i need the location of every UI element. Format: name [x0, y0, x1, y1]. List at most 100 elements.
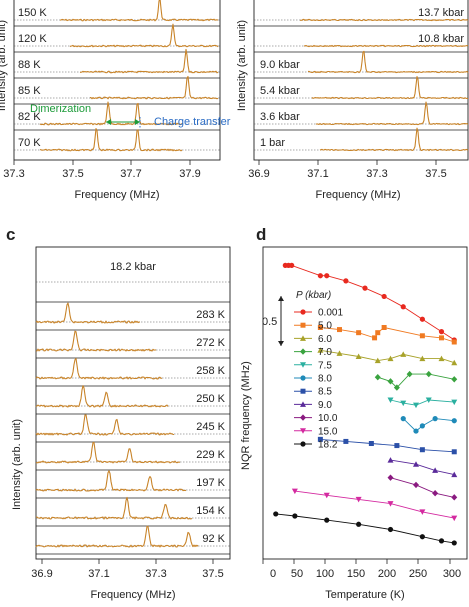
legend-marker	[300, 388, 306, 394]
panel-a-ylabel: Intensity (arb. unit)	[0, 20, 8, 111]
spectrum-trace	[90, 75, 219, 100]
panel-d-xtick: 150	[347, 568, 365, 580]
charge-transfer-annotation: Charge transfer	[139, 116, 231, 129]
legend-marker	[300, 348, 306, 355]
panel-c-xtick: 37.5	[202, 568, 223, 580]
data-point	[387, 355, 394, 362]
trace-label: 250 K	[196, 393, 225, 405]
trace-label: 92 K	[202, 533, 225, 545]
panel-b-frame	[253, 0, 469, 161]
panel-d-xtick: 200	[378, 568, 396, 580]
trace-label: 197 K	[196, 477, 225, 489]
spectrum-trace	[319, 127, 469, 152]
panel-d-ylabel: NQR frequency (MHz)	[240, 361, 252, 470]
data-point	[451, 359, 458, 366]
trace-label: 283 K	[196, 309, 225, 321]
panel-c-frame	[35, 246, 231, 560]
legend-entry: 7.0	[318, 347, 332, 358]
spectrum-trace	[36, 441, 181, 464]
data-point	[374, 374, 381, 381]
dimerization-label: Dimerization	[30, 103, 91, 115]
panel-a-xticks: 37.3 37.5 37.7 37.9	[3, 160, 201, 180]
spectrum-trace	[35, 330, 157, 352]
data-point	[419, 423, 425, 429]
panel-d-xtick: 250	[409, 568, 427, 580]
spectrum-trace	[299, 18, 469, 22]
spectrum-trace	[304, 44, 469, 48]
panel-c-xtick: 37.3	[145, 568, 166, 580]
trace-label: 70 K	[18, 137, 41, 149]
panel-d-frame	[262, 246, 468, 560]
data-point	[400, 400, 407, 407]
panel-d-series	[273, 262, 458, 546]
panel-a-traces: 150 K 120 K 88 K 85 K 82 K 70 K	[14, 0, 220, 152]
legend-marker	[300, 401, 306, 407]
trace-label: 229 K	[196, 449, 225, 461]
scale-bar: 0.5	[262, 296, 284, 346]
data-point	[451, 376, 458, 383]
data-point	[451, 494, 458, 501]
legend-marker	[300, 309, 306, 315]
spectrum-trace	[59, 0, 219, 22]
spectrum-trace	[35, 414, 174, 436]
data-point	[375, 330, 381, 336]
panel-b-ylabel: Intensity (arb. unit)	[236, 20, 248, 111]
panel-b-xticks: 36.9 37.1 37.3 37.5	[248, 160, 447, 180]
data-point	[374, 357, 381, 364]
data-point	[355, 496, 362, 503]
trace-label: 9.0 kbar	[260, 59, 300, 71]
data-point	[432, 490, 439, 497]
panel-b-xtick: 36.9	[248, 168, 269, 180]
legend-entry: 7.5	[318, 360, 332, 371]
panel-d-xtick: 300	[443, 568, 461, 580]
trace-label: 82 K	[18, 111, 41, 123]
data-point	[387, 474, 394, 481]
panel-d-xlabel: Temperature (K)	[325, 589, 404, 601]
series-line-10.0	[390, 477, 455, 498]
data-point	[413, 461, 419, 467]
data-point	[292, 513, 298, 519]
data-point	[356, 521, 362, 527]
panel-a-frame	[13, 0, 221, 161]
series-line-6.0	[320, 349, 455, 364]
legend-entry: 8.0	[318, 374, 332, 385]
legend-marker	[300, 375, 306, 381]
data-point	[438, 538, 445, 544]
data-point	[317, 273, 323, 279]
legend-entry: 18.2	[318, 440, 338, 451]
trace-label: 88 K	[18, 59, 41, 71]
data-point	[387, 457, 394, 463]
data-point	[451, 471, 458, 478]
legend-marker	[300, 322, 306, 328]
data-point	[451, 399, 458, 406]
panel-c: c 18.2 kbar 283 K 272 K 258 K 250 K 245 K 229…	[6, 225, 231, 601]
series-line-9.0	[390, 459, 455, 476]
data-point	[387, 397, 394, 403]
legend-marker	[300, 414, 306, 421]
data-point	[356, 330, 362, 336]
data-point	[451, 339, 457, 345]
data-point	[451, 418, 457, 424]
panel-a-xtick: 37.3	[3, 168, 24, 180]
data-point	[413, 481, 419, 489]
data-point	[400, 416, 406, 422]
trace-label: 3.6 kbar	[260, 111, 300, 123]
data-point	[355, 353, 362, 359]
panel-c-xticks: 36.9 37.1 37.3 37.5	[31, 559, 224, 580]
panel-d-xticks: 0 50 100 150 200 250 300	[262, 559, 461, 580]
data-point	[400, 351, 407, 357]
spectrum-trace	[35, 525, 199, 548]
trace-label: 13.7 kbar	[418, 7, 464, 19]
panel-d-xtick: 50	[291, 568, 303, 580]
series-line-15.0	[294, 490, 455, 519]
spectrum-trace	[35, 385, 169, 408]
panel-d-legend: P (kbar) 0.001 5.0 6.0 7.0 7.5 8.0 8.5 9.0 10.0 1…	[294, 290, 343, 451]
trace-label: 85 K	[18, 85, 41, 97]
legend-entry: 9.0	[318, 400, 332, 411]
data-point	[387, 526, 394, 533]
data-point	[419, 447, 425, 453]
data-point	[432, 467, 439, 473]
spectrum-trace	[308, 50, 469, 74]
panel-b-traces: 13.7 kbar 10.8 kbar 9.0 kbar 5.4 kbar 3.6 kb…	[254, 7, 469, 152]
